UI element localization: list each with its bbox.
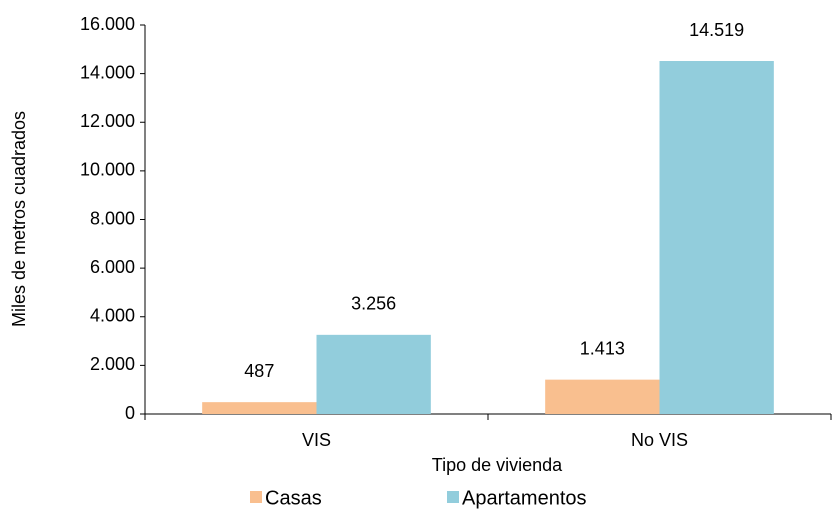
legend-swatch (250, 491, 262, 503)
y-axis-label: Miles de metros cuadrados (9, 111, 29, 327)
y-tick-label: 10.000 (80, 160, 135, 180)
legend-swatch (447, 491, 459, 503)
y-tick-label: 2.000 (90, 354, 135, 374)
value-label: 487 (244, 361, 274, 381)
value-label: 3.256 (351, 294, 396, 314)
x-tick-label: No VIS (631, 430, 688, 450)
y-tick-label: 8.000 (90, 208, 135, 228)
legend-label: Casas (265, 487, 322, 509)
y-tick-label: 6.000 (90, 257, 135, 277)
bar (659, 61, 774, 415)
legend-label: Apartamentos (462, 487, 587, 509)
y-tick-label: 0 (125, 403, 135, 423)
bar (316, 334, 431, 414)
y-tick-label: 4.000 (90, 306, 135, 326)
y-tick-label: 14.000 (80, 62, 135, 82)
bar (545, 379, 660, 414)
x-tick-label: VIS (302, 430, 331, 450)
y-tick-label: 12.000 (80, 111, 135, 131)
bar (202, 402, 317, 414)
y-tick-label: 16.000 (80, 14, 135, 34)
value-label: 1.413 (580, 338, 625, 358)
value-label: 14.519 (689, 20, 744, 40)
x-axis-label: Tipo de vivienda (432, 455, 563, 475)
